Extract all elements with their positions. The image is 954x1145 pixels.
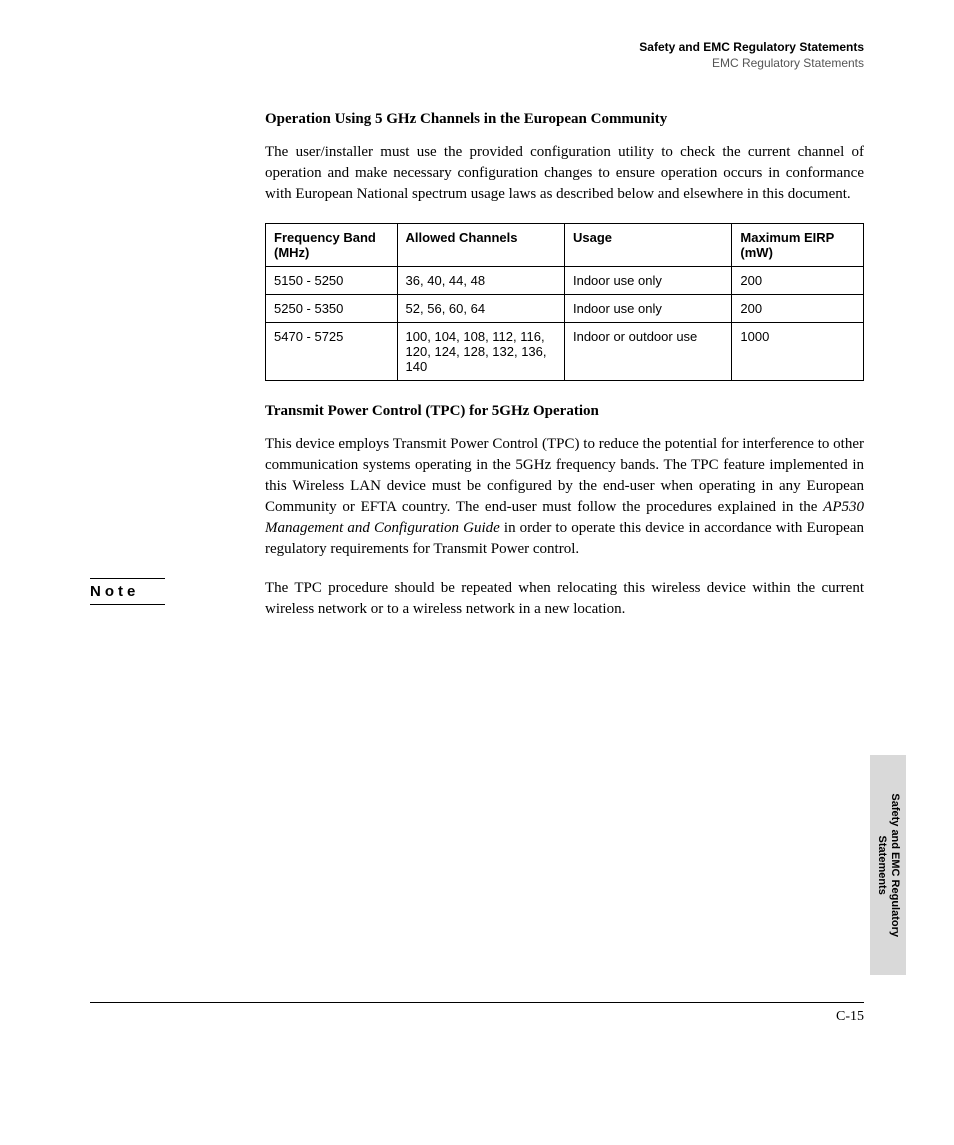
section2-body-pre: This device employs Transmit Power Contr… — [265, 436, 864, 515]
header-title: Safety and EMC Regulatory Statements — [90, 40, 864, 56]
table-row: 5150 - 5250 36, 40, 44, 48 Indoor use on… — [266, 267, 864, 295]
cell-channels: 100, 104, 108, 112, 116, 120, 124, 128, … — [397, 323, 564, 381]
col-freq-band: Frequency Band (MHz) — [266, 224, 398, 267]
section2-heading: Transmit Power Control (TPC) for 5GHz Op… — [265, 403, 864, 420]
col-max-eirp: Maximum EIRP (mW) — [732, 224, 864, 267]
cell-eirp: 200 — [732, 295, 864, 323]
col-allowed-channels: Allowed Channels — [397, 224, 564, 267]
header-subtitle: EMC Regulatory Statements — [90, 56, 864, 72]
cell-channels: 52, 56, 60, 64 — [397, 295, 564, 323]
cell-eirp: 1000 — [732, 323, 864, 381]
cell-band: 5150 - 5250 — [266, 267, 398, 295]
note-body: The TPC procedure should be repeated whe… — [265, 578, 864, 620]
table-row: 5470 - 5725 100, 104, 108, 112, 116, 120… — [266, 323, 864, 381]
section2-body: This device employs Transmit Power Contr… — [265, 434, 864, 560]
section1-body: The user/installer must use the provided… — [265, 142, 864, 205]
col-usage: Usage — [564, 224, 731, 267]
cell-usage: Indoor use only — [564, 267, 731, 295]
note-block: Note The TPC procedure should be repeate… — [90, 578, 864, 620]
cell-band: 5250 - 5350 — [266, 295, 398, 323]
page-number: C-15 — [836, 1009, 864, 1024]
note-label: Note — [90, 578, 165, 605]
cell-band: 5470 - 5725 — [266, 323, 398, 381]
cell-eirp: 200 — [732, 267, 864, 295]
running-header: Safety and EMC Regulatory Statements EMC… — [90, 40, 864, 71]
side-tab: Safety and EMC Regulatory Statements — [870, 755, 906, 975]
table-header-row: Frequency Band (MHz) Allowed Channels Us… — [266, 224, 864, 267]
table-row: 5250 - 5350 52, 56, 60, 64 Indoor use on… — [266, 295, 864, 323]
section1-heading: Operation Using 5 GHz Channels in the Eu… — [265, 111, 864, 128]
side-tab-text: Safety and EMC Regulatory Statements — [875, 793, 901, 937]
frequency-table: Frequency Band (MHz) Allowed Channels Us… — [265, 223, 864, 381]
cell-channels: 36, 40, 44, 48 — [397, 267, 564, 295]
cell-usage: Indoor use only — [564, 295, 731, 323]
side-tab-line1: Safety and EMC Regulatory — [889, 793, 901, 937]
page-footer: C-15 — [90, 1002, 864, 1025]
side-tab-line2: Statements — [876, 835, 888, 894]
cell-usage: Indoor or outdoor use — [564, 323, 731, 381]
